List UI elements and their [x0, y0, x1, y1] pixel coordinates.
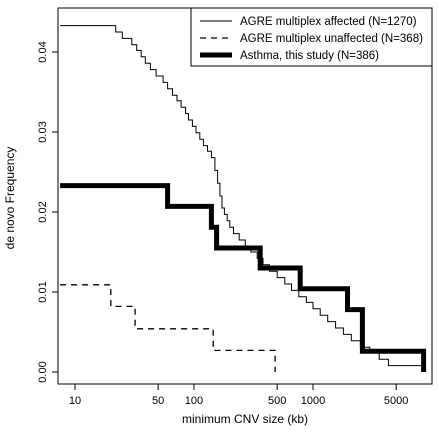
y-axis-label: de novo Frequency	[3, 147, 17, 250]
y-tick-label: 0.01	[37, 281, 49, 302]
y-tick-label: 0.04	[37, 41, 49, 62]
series-line-2	[60, 183, 427, 372]
legend: AGRE multiplex affected (N=1270) AGRE mul…	[190, 7, 433, 67]
y-axis: 0.00 0.01 0.02 0.03 0.04	[37, 41, 58, 383]
x-tick-label: 50	[152, 395, 164, 407]
legend-label-2: Asthma, this study (N=386)	[240, 50, 379, 62]
x-axis: 10 50 100 500 1000 5000	[69, 384, 408, 407]
y-tick-label: 0.02	[37, 201, 49, 222]
legend-label-0: AGRE multiplex affected (N=1270)	[240, 16, 417, 28]
y-tick-label: 0.00	[37, 361, 49, 382]
legend-label-1: AGRE multiplex unaffected (N=368)	[240, 33, 423, 45]
x-tick-label: 1000	[301, 395, 325, 407]
x-tick-label: 10	[69, 395, 81, 407]
series-layer	[60, 25, 427, 372]
x-axis-label: minimum CNV size (kb)	[182, 412, 308, 426]
y-tick-label: 0.03	[37, 121, 49, 142]
series-line-0	[60, 25, 425, 372]
x-tick-label: 100	[185, 395, 203, 407]
x-tick-label: 5000	[384, 395, 408, 407]
x-tick-label: 500	[268, 395, 286, 407]
series-line-1	[60, 284, 276, 372]
